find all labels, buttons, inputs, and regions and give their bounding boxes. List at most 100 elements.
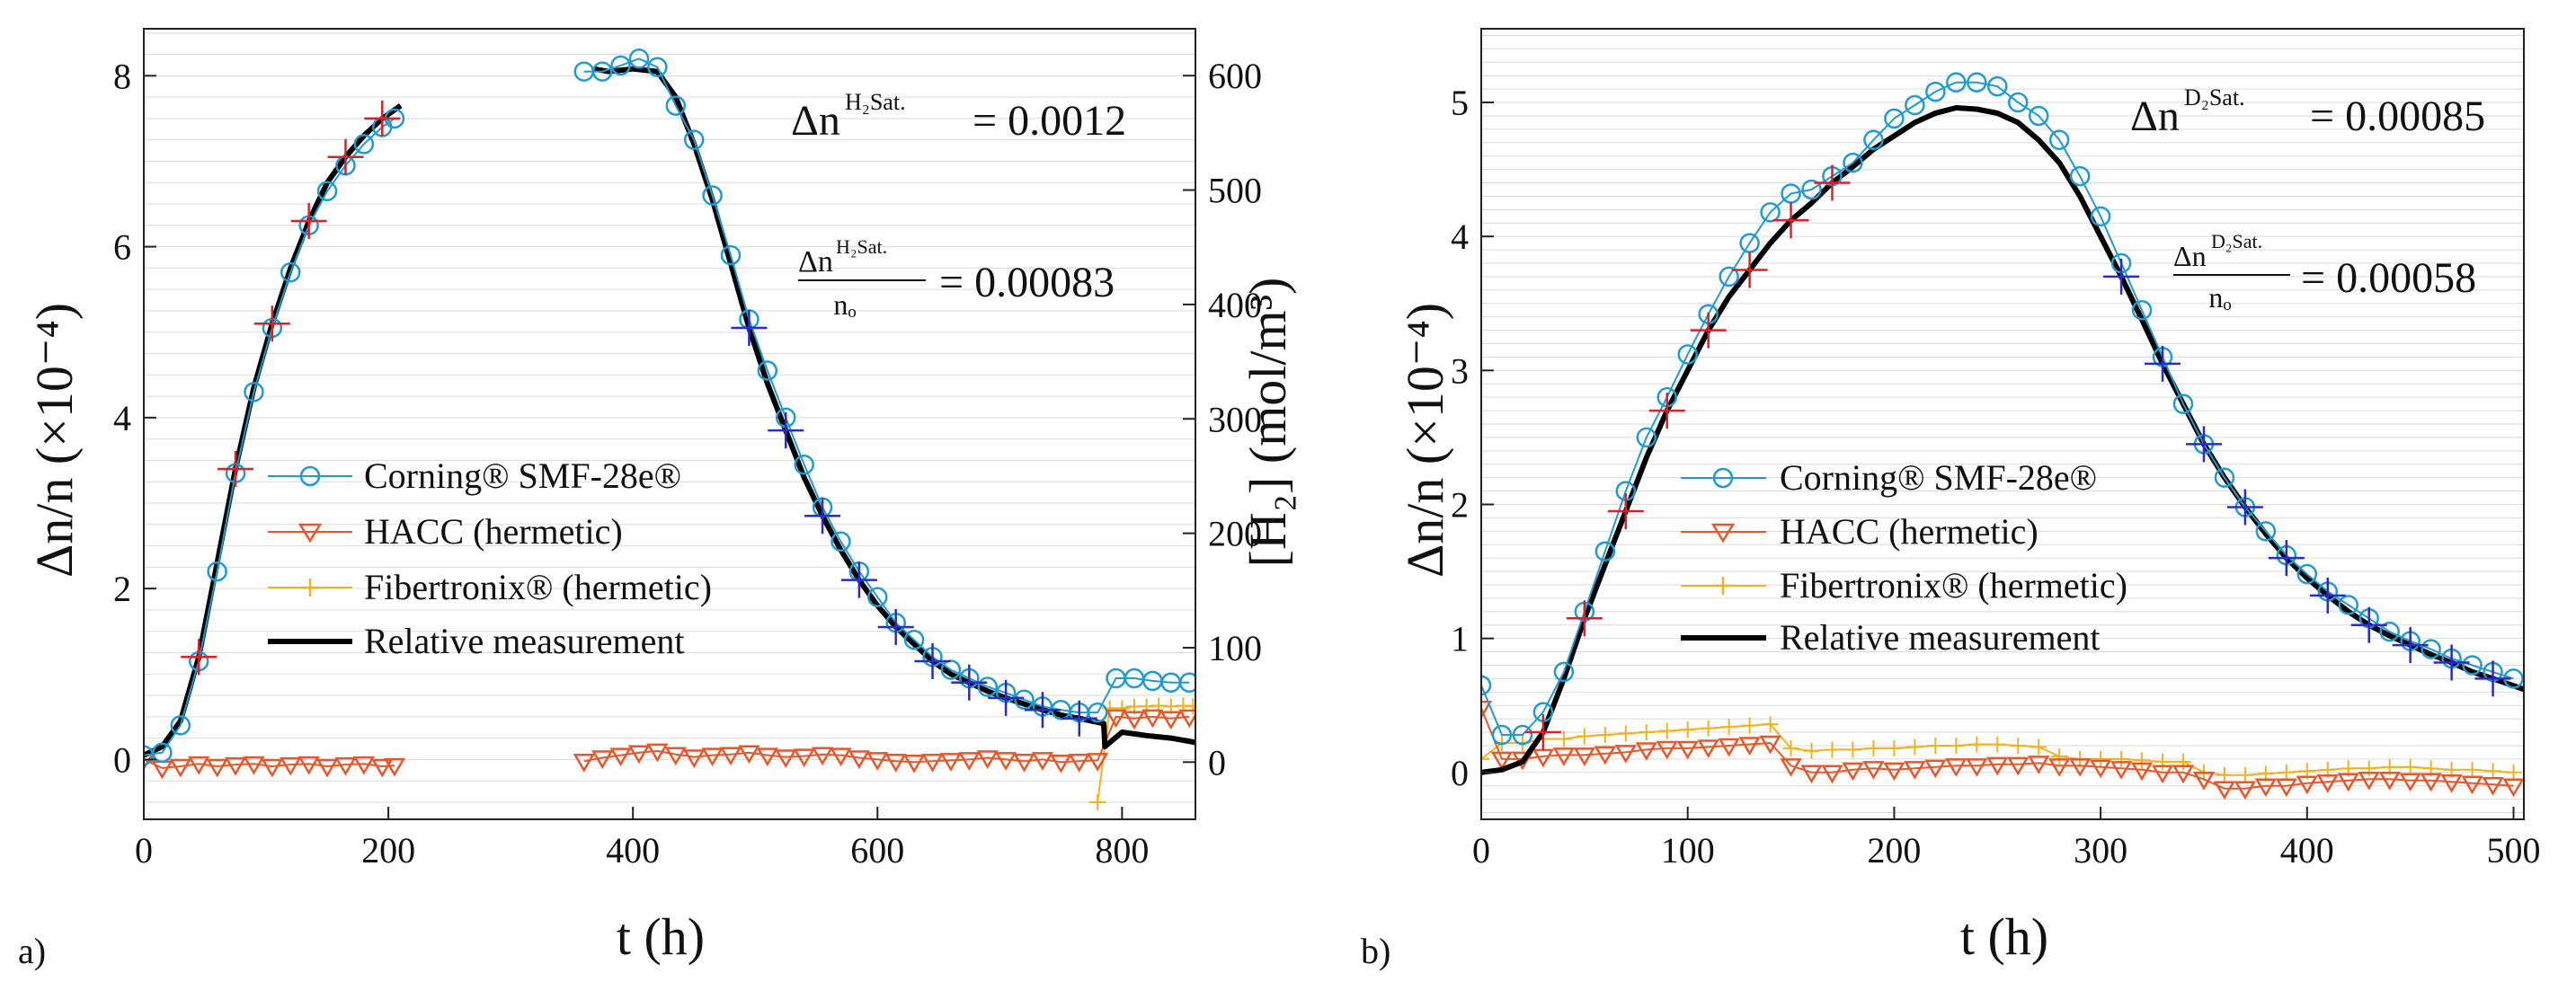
panel-b-fiber-point [1906,738,1923,756]
panel-b-measurement-cross [2226,489,2263,526]
panel-b-xtick-label: 400 [2280,830,2334,871]
panel-b-corning-point [1987,75,2008,97]
panel-a-ytick-label: 0 [113,739,131,780]
panel-a-hacc-point [664,747,687,766]
panel-a-hacc-point [334,756,357,776]
panel-b-corning-point [2214,467,2235,488]
panel-b-hacc-point [1862,761,1885,780]
panel-a-corning-point [591,61,613,82]
panel-a-corning-point [665,95,687,116]
panel-b-hacc-point [2192,772,2216,791]
panel-a-xtick-label: 0 [135,830,153,871]
panel-a-corning-point [628,49,650,69]
panel-a-measurement-cross [1024,692,1061,729]
panel-a-measurement-cross [327,138,364,175]
panel-a-hacc-point [646,743,669,763]
panel-a-corning-point [1014,689,1035,711]
panel-b-corning-point [2421,639,2441,659]
panel-b-measurement-cross [2433,644,2470,681]
panel-b-series-corning [1481,72,2524,746]
panel-a-ytick-label: 4 [113,398,131,438]
panel-a-legend-hacc-marker [298,523,323,544]
panel-a-hacc-point [169,758,191,778]
panel-a-saturation-annotation: Δn H₂Sat. = 0.0012 [791,89,1126,145]
panel-a-hacc-point [1141,709,1164,729]
panel-b-xtick-label: 200 [1867,830,1921,871]
panel-a-frac-value: = 0.00083 [939,259,1115,306]
panel-a-hacc-point [627,745,651,765]
panel-b-corning-point [1512,724,1533,746]
panel-b-grid [1481,34,2524,814]
panel-b-hacc-point [1924,759,1947,779]
panel-b-fiber-point [2278,764,2295,781]
panel-a-corning-point [280,261,301,283]
panel-a-hacc-point [1105,709,1127,729]
panel-a-measurement-cross [1061,700,1097,737]
panel-a-relative-annotation: Δn H₂Sat. nₒ = 0.00083 [798,235,1115,321]
panel-b-hacc-point [2254,778,2278,798]
panel-b-corning-point [1481,675,1492,696]
panel-a-hacc-point [206,758,228,778]
panel-b-legend-hacc-marker [1710,523,1736,544]
panel-a-corning-point [683,129,705,150]
panel-a-xtick-label: 400 [606,830,660,871]
panel-b-hacc-point [2028,756,2050,774]
panel-b-corning-point [1491,724,1513,746]
panel-a-hacc-point [1086,753,1109,772]
panel-b-frac-den: nₒ [2208,281,2231,314]
panel-b-xtick-label: 0 [1472,830,1490,871]
panel-b-fiber-point [2113,750,2130,767]
panel-b-hacc-point [2337,773,2359,792]
panel-b-hacc-point [1490,751,1514,771]
panel-b-hacc-point [1718,738,1740,757]
panel-a-legend: Corning® SMF-28e® HACC (hermetic) Fibert… [268,455,712,661]
panel-a-frac-num-sup: H₂Sat. [836,235,887,258]
panel-a-measurement-cross [218,450,254,487]
panel-b-fiber-point [1658,722,1675,739]
panel-a-measurement-cross [768,412,804,449]
panel-a-hacc-point [1178,709,1195,729]
panel-b-hacc-point [1697,739,1719,758]
panel-a-measurement-cross [181,639,218,676]
panel-b-hacc-point [1945,758,1968,777]
panel-b-legend-relative-label: Relative measurement [1780,617,2101,658]
panel-b-fiber-point [2402,758,2419,775]
panel-b-ytick-label: 4 [1451,217,1469,257]
panel-b-hacc-point [2234,781,2257,800]
panel-b-corning-point [1594,541,1616,561]
panel-a-ylabel-right: [H₂] (mol/m³) [1239,278,1297,568]
panel-a-hacc-point [1123,711,1146,730]
panel-b-fiber-point [1803,742,1820,759]
panel-a-hacc-point [976,750,999,769]
panel-a-hacc-point [1068,754,1090,773]
panel-b-fiber-point [1576,728,1593,745]
panel-a-legend-corning-label: Corning® SMF-28e® [364,455,681,496]
panel-a-ytick-label: 6 [113,227,131,268]
panel-b-hacc-line [1481,707,2514,790]
panel-b-hacc-point [2378,772,2401,791]
panel-b-corning-point [2090,206,2111,227]
panel-b-ytick-label: 1 [1451,619,1469,659]
panel-a-hacc-point [1031,752,1054,771]
panel-b-fiber-point [1886,739,1903,756]
panel-b-legend: Corning® SMF-28e® HACC (hermetic) Fibert… [1681,457,2127,658]
panel-a-hacc-point [775,749,797,769]
panel-b-ticks: 0 100 200 300 400 500 0 1 2 3 4 5 [1451,83,2541,871]
panel-a-hacc-point [298,756,320,775]
panel-b-ytick-label: 0 [1451,753,1469,793]
panel-a-hacc-point [939,753,963,772]
panel-a-xtick-label: 800 [1095,830,1149,871]
panel-b-hacc-point [1986,756,2009,776]
panel-b-fiber-point [1720,719,1737,736]
panel-b-fiber-point [1700,720,1717,737]
panel-b-hacc-point [2482,776,2504,796]
panel-a-corning-point [353,134,375,155]
panel-b-corning-point [2172,393,2194,414]
panel-a-legend-relative-label: Relative measurement [364,621,685,661]
panel-b-fiber-point [2051,747,2068,765]
panel-a-measurement-cross [951,664,988,701]
panel-b-fiber-point [1679,721,1696,738]
panel-b-sat-sup: D₂Sat. [2184,84,2245,111]
panel-b-fiber-point [1481,750,1489,767]
panel-a-corning-point [794,454,814,475]
